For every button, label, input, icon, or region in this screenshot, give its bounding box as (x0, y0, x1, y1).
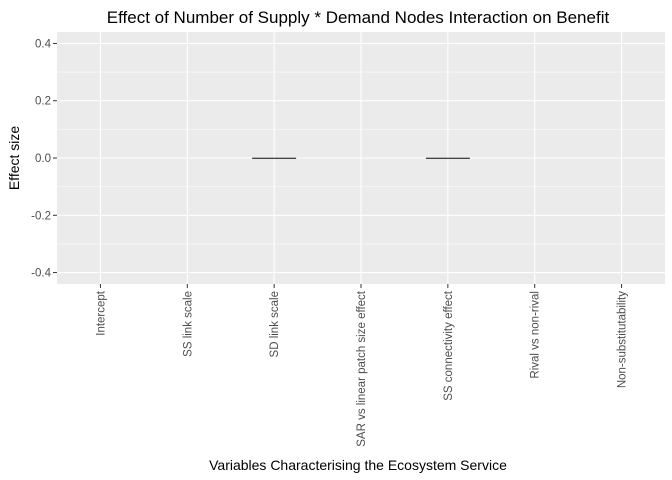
bar (252, 157, 297, 159)
y-tick-label: 0.4 (35, 38, 52, 50)
x-tick-label: SS connectivity effect (443, 290, 455, 401)
x-tick-label: SS link scale (182, 291, 194, 357)
bars (252, 157, 470, 159)
x-tick-label: Intercept (95, 290, 107, 336)
x-tick-label: Non-substitutability (617, 291, 629, 388)
y-axis-title: Effect size (6, 126, 22, 191)
y-tick-label: 0.0 (35, 153, 51, 165)
y-axis-ticks: -0.4 -0.2 0.0 0.2 0.4 (31, 38, 57, 280)
y-tick-label: 0.2 (35, 96, 51, 108)
x-tick-label: SAR vs linear patch size effect (356, 290, 368, 447)
chart-title: Effect of Number of Supply * Demand Node… (107, 8, 610, 27)
x-tick-label: Rival vs non-rival (530, 291, 542, 379)
y-tick-label: -0.4 (31, 268, 51, 280)
x-tick-label: SD link scale (269, 291, 281, 357)
bar (425, 157, 470, 159)
y-tick-label: -0.2 (31, 210, 51, 222)
x-axis-title: Variables Characterising the Ecosystem S… (209, 457, 507, 473)
x-axis-ticks: Intercept SS link scale SD link scale SAR v… (95, 284, 629, 447)
